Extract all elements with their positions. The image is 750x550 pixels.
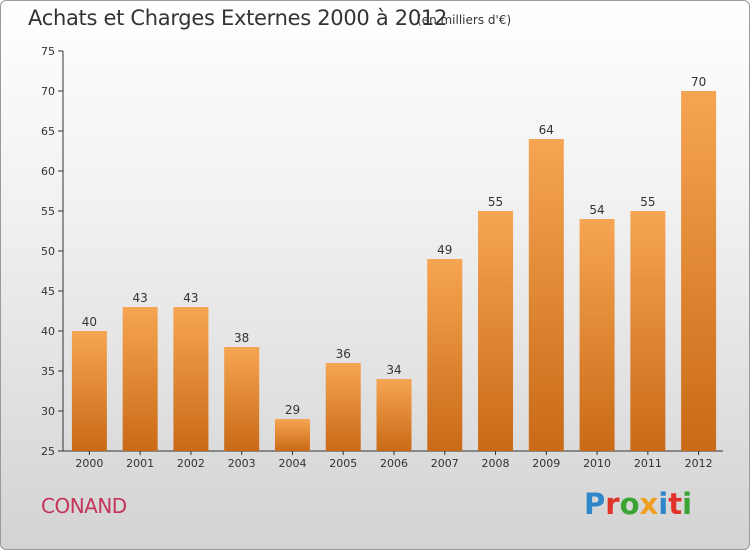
bar: [325, 363, 361, 451]
y-tick-label: 30: [41, 405, 55, 418]
bar-value-label: 70: [691, 75, 706, 89]
bar-value-label: 43: [133, 291, 148, 305]
commune-name: CONAND: [41, 494, 127, 518]
x-tick-label: 2000: [75, 457, 103, 470]
y-tick-label: 25: [41, 445, 55, 458]
bar: [224, 347, 260, 451]
x-tick-label: 2008: [482, 457, 510, 470]
logo-letter: i: [658, 487, 669, 521]
bar: [376, 379, 412, 451]
logo-letter: i: [682, 487, 693, 521]
logo-letter: x: [639, 487, 659, 521]
x-tick-label: 2001: [126, 457, 154, 470]
bar: [71, 331, 107, 451]
bar-value-label: 36: [336, 347, 351, 361]
y-tick-label: 55: [41, 205, 55, 218]
x-tick-label: 2012: [685, 457, 713, 470]
logo-letter: o: [619, 487, 640, 521]
x-tick-label: 2007: [431, 457, 459, 470]
bars-group: 40 43 43 38 29 36 34 49 55 64 54 55 70: [71, 75, 717, 451]
y-tick-label: 40: [41, 325, 55, 338]
x-tick-label: 2006: [380, 457, 408, 470]
x-axis: 2000 2001 2002 2003 2004 2005 2006 2007 2008 2009…: [63, 450, 723, 470]
x-tick-label: 2005: [329, 457, 357, 470]
bar: [274, 419, 310, 451]
y-tick-label: 70: [41, 85, 55, 98]
proxiti-logo[interactable]: Proxiti: [584, 487, 692, 521]
bar: [478, 211, 514, 451]
bar-value-label: 40: [82, 315, 97, 329]
x-tick-label: 2009: [532, 457, 560, 470]
bar-value-label: 49: [437, 243, 452, 257]
bar: [681, 91, 717, 451]
bar: [579, 219, 615, 451]
y-tick-label: 65: [41, 125, 55, 138]
bar: [630, 211, 666, 451]
bar-value-label: 34: [386, 363, 401, 377]
bar-value-label: 55: [488, 195, 503, 209]
logo-letter: t: [668, 487, 683, 521]
bar: [173, 307, 209, 451]
bar: [528, 139, 564, 451]
chart-title: Achats et Charges Externes 2000 à 2012: [28, 6, 448, 30]
y-tick-label: 50: [41, 245, 55, 258]
bar-value-label: 55: [640, 195, 655, 209]
x-tick-label: 2003: [228, 457, 256, 470]
bar-value-label: 64: [539, 123, 554, 137]
x-tick-label: 2002: [177, 457, 205, 470]
bar-value-label: 54: [589, 203, 604, 217]
bar-value-label: 29: [285, 403, 300, 417]
y-axis: 25 30 35 40 45 50 55 60 65 70 75: [41, 45, 64, 458]
y-tick-label: 60: [41, 165, 55, 178]
bar-value-label: 38: [234, 331, 249, 345]
logo-letter: P: [584, 487, 606, 521]
x-tick-label: 2010: [583, 457, 611, 470]
y-tick-label: 45: [41, 285, 55, 298]
x-tick-label: 2011: [634, 457, 662, 470]
bar: [122, 307, 158, 451]
bar-value-label: 43: [183, 291, 198, 305]
chart-unit-subtitle: (en milliers d'€): [417, 13, 512, 27]
y-tick-label: 35: [41, 365, 55, 378]
logo-letter: r: [605, 487, 620, 521]
x-tick-label: 2004: [278, 457, 306, 470]
y-tick-label: 75: [41, 45, 55, 58]
bar: [427, 259, 463, 451]
